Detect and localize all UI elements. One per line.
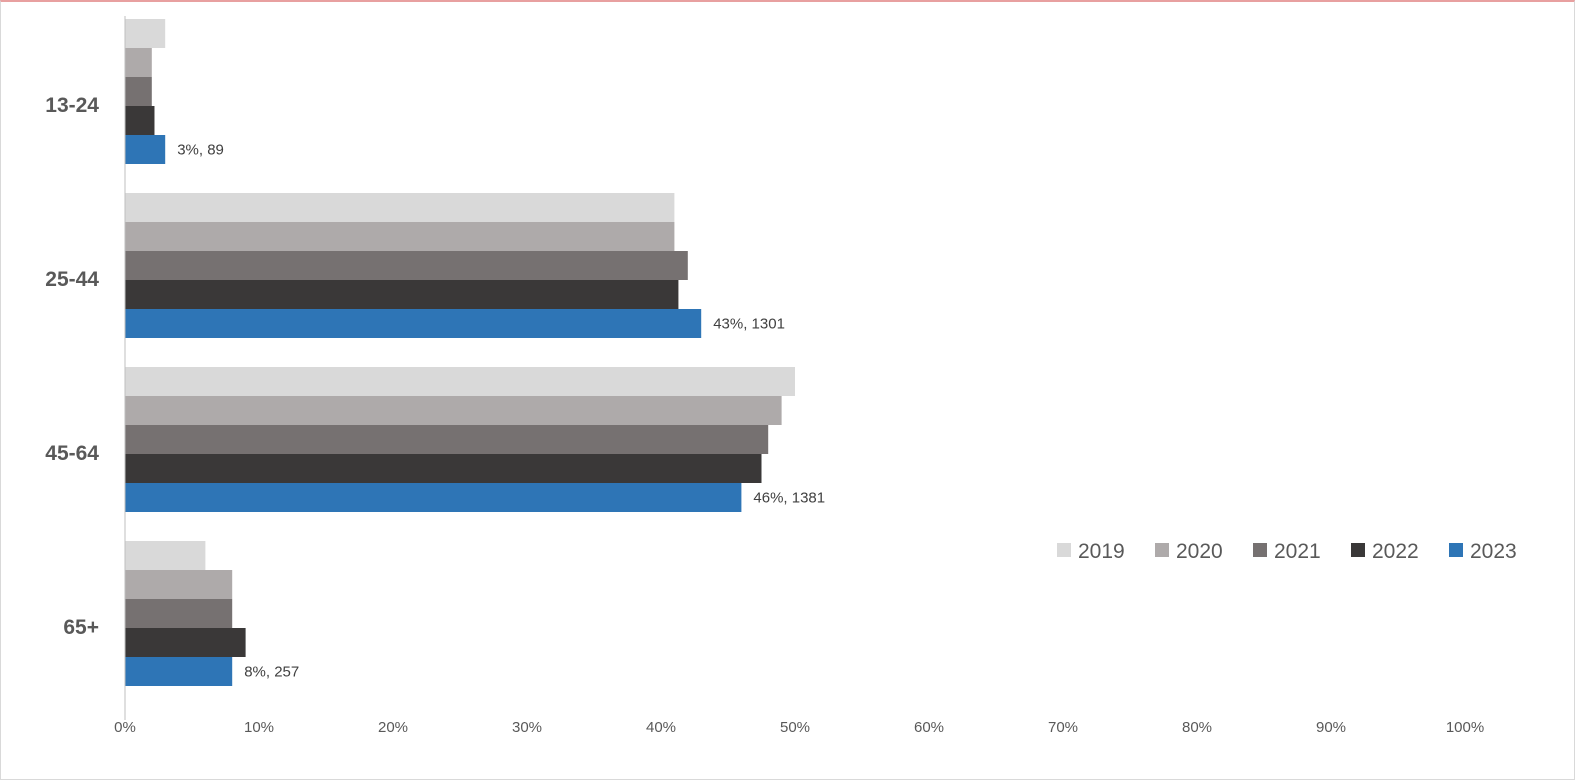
bar-13-24-2020: [125, 48, 152, 77]
category-labels: 13-24 25-44 45-64 65+: [45, 94, 99, 639]
category-label-25-44: 25-44: [45, 268, 99, 291]
legend: 2019 2020 2021 2022 2023: [1057, 540, 1517, 563]
bar-25-44-2022: [125, 280, 679, 309]
bar-45-64-2019: [125, 367, 795, 396]
data-label-45-64: 46%, 1381: [753, 490, 825, 507]
bar-25-44-2020: [125, 222, 675, 251]
x-tick-label: 10%: [244, 719, 274, 736]
data-label-65+: 8%, 257: [244, 664, 299, 681]
legend-swatch-2020: [1155, 543, 1169, 557]
x-tick-label: 100%: [1446, 719, 1484, 736]
x-tick-label: 30%: [512, 719, 542, 736]
category-label-13-24: 13-24: [45, 94, 99, 117]
bar-45-64-2021: [125, 425, 769, 454]
bar-65+-2023: [125, 657, 233, 686]
category-label-65+: 65+: [63, 616, 99, 639]
bar-25-44-2021: [125, 251, 688, 280]
legend-label-2023: 2023: [1470, 540, 1517, 563]
bar-65+-2022: [125, 628, 246, 657]
bar-65+-2019: [125, 541, 206, 570]
legend-label-2022: 2022: [1372, 540, 1419, 563]
x-tick-label: 50%: [780, 719, 810, 736]
bar-25-44-2023: [125, 309, 702, 338]
bar-13-24-2022: [125, 106, 155, 135]
x-tick-label: 20%: [378, 719, 408, 736]
x-tick-label: 60%: [914, 719, 944, 736]
x-tick-label: 70%: [1048, 719, 1078, 736]
bars-group: [125, 19, 795, 686]
bar-13-24-2021: [125, 77, 152, 106]
x-tick-labels: 0% 10% 20% 30% 40% 50% 60% 70% 80% 90% 100%: [114, 719, 1484, 736]
category-label-45-64: 45-64: [45, 442, 99, 465]
bar-45-64-2020: [125, 396, 782, 425]
x-tick-label: 0%: [114, 719, 136, 736]
bar-65+-2021: [125, 599, 233, 628]
legend-swatch-2021: [1253, 543, 1267, 557]
bar-25-44-2019: [125, 193, 675, 222]
legend-label-2019: 2019: [1078, 540, 1125, 563]
data-label-25-44: 43%, 1301: [713, 316, 785, 333]
x-tick-label: 90%: [1316, 719, 1346, 736]
bar-13-24-2019: [125, 19, 166, 48]
legend-label-2020: 2020: [1176, 540, 1223, 563]
data-label-13-24: 3%, 89: [177, 142, 224, 159]
legend-swatch-2022: [1351, 543, 1365, 557]
bar-65+-2020: [125, 570, 233, 599]
bar-45-64-2022: [125, 454, 762, 483]
bar-45-64-2023: [125, 483, 742, 512]
legend-swatch-2019: [1057, 543, 1071, 557]
bar-13-24-2023: [125, 135, 166, 164]
data-labels-group: 3%, 89 43%, 1301 46%, 1381 8%, 257: [177, 142, 825, 681]
legend-swatch-2023: [1449, 543, 1463, 557]
legend-label-2021: 2021: [1274, 540, 1321, 563]
x-tick-label: 80%: [1182, 719, 1212, 736]
x-tick-label: 40%: [646, 719, 676, 736]
